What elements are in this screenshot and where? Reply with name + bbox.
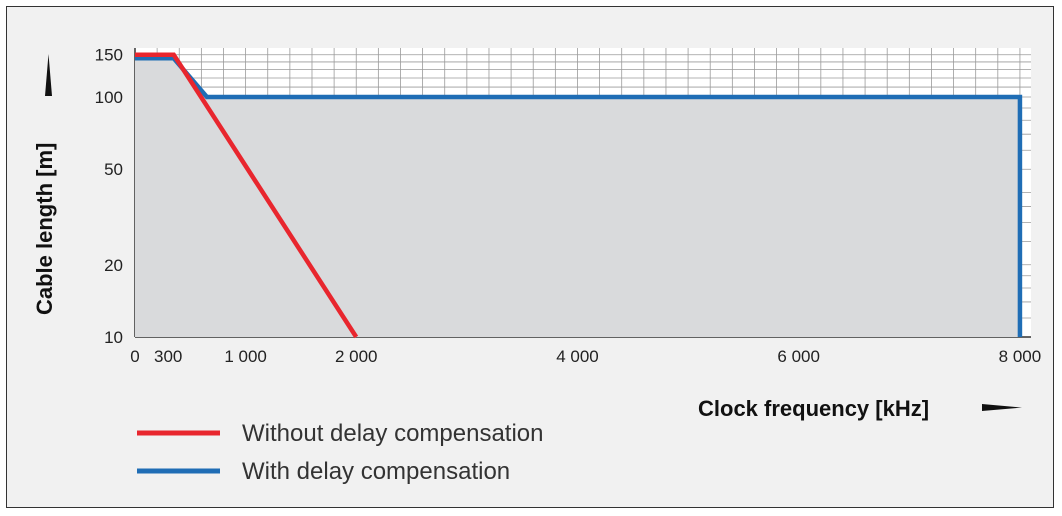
y-tick-label: 20 bbox=[104, 256, 123, 275]
shaded-area bbox=[135, 58, 1020, 338]
x-tick-label: 1 000 bbox=[224, 347, 267, 366]
y-tick-label: 100 bbox=[95, 88, 123, 107]
series-lines bbox=[135, 52, 1023, 339]
series-line-with bbox=[135, 56, 1023, 337]
legend: Without delay compensation With delay co… bbox=[137, 420, 544, 485]
y-axis-arrow-icon bbox=[45, 54, 52, 96]
y-tick-label: 10 bbox=[104, 328, 123, 347]
x-axis-label: Clock frequency [kHz] bbox=[698, 396, 929, 421]
y-axis-label: Cable length [m] bbox=[32, 143, 57, 315]
x-tick-label: 6 000 bbox=[777, 347, 820, 366]
shaded-region bbox=[135, 58, 1020, 338]
y-tick-label: 50 bbox=[104, 160, 123, 179]
x-tick-label: 300 bbox=[154, 347, 182, 366]
x-tick-label: 0 bbox=[130, 347, 139, 366]
y-tick-labels: 10 20 50 100 150 bbox=[95, 46, 123, 347]
legend-label-without: Without delay compensation bbox=[242, 420, 544, 447]
x-tick-label: 8 000 bbox=[999, 347, 1042, 366]
x-tick-label: 2 000 bbox=[335, 347, 378, 366]
legend-label-with: With delay compensation bbox=[242, 458, 510, 485]
series-line-without bbox=[135, 52, 359, 339]
x-axis-arrow-icon bbox=[982, 404, 1022, 411]
x-tick-labels: 0 300 1 000 2 000 4 000 6 000 8 000 bbox=[130, 347, 1041, 366]
y-tick-label: 150 bbox=[95, 46, 123, 65]
x-tick-label: 4 000 bbox=[556, 347, 599, 366]
